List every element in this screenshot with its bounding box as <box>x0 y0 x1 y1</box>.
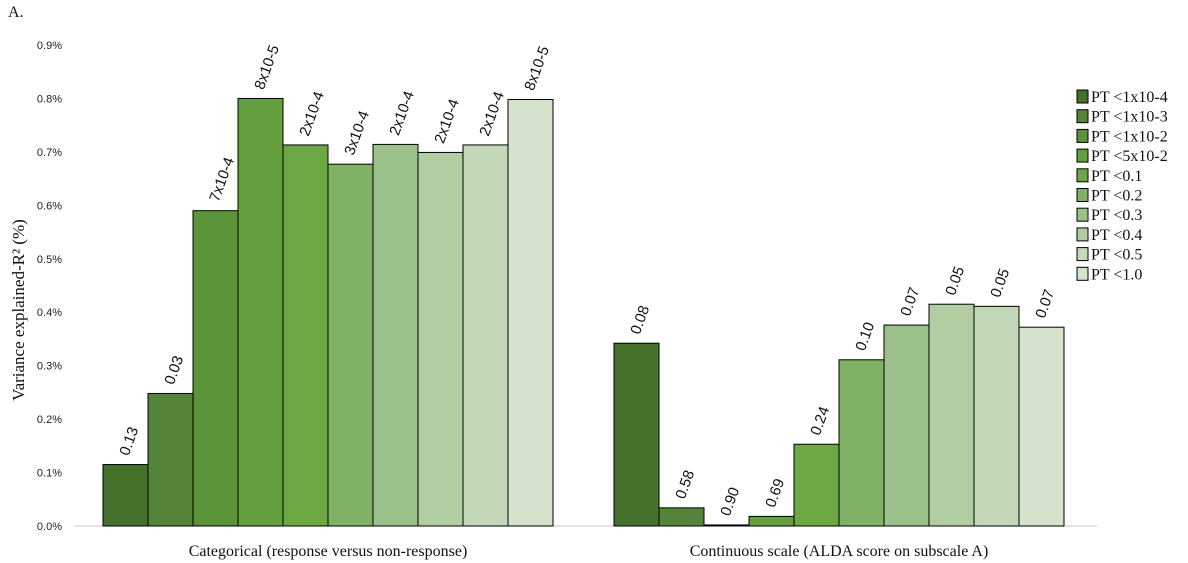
bar <box>883 324 930 527</box>
y-tick-label: 0.0% <box>37 521 62 533</box>
bar <box>793 443 840 527</box>
bar <box>658 507 705 527</box>
bar <box>282 144 329 527</box>
legend-swatch <box>1076 89 1089 104</box>
legend-label: PT <0.5 <box>1091 247 1142 264</box>
bar <box>973 305 1020 527</box>
y-axis-ticks: 0.0% 0.1% 0.2% 0.3% 0.4% 0.5% 0.6% 0.7% 0.8% 0.9% <box>37 40 62 533</box>
bar-value-label: 8x10-5 <box>251 43 283 92</box>
legend-label: PT <5x10-2 <box>1091 148 1168 165</box>
bar <box>417 151 464 527</box>
y-tick-label: 0.1% <box>37 468 62 480</box>
x-category-label: Continuous scale (ALDA score on subscale… <box>690 543 989 560</box>
bar-value-label: 2x10-4 <box>296 89 328 138</box>
y-tick-label: 0.5% <box>37 254 62 266</box>
legend-label: PT <0.2 <box>1091 188 1142 205</box>
bar-value-label: 0.24 <box>807 404 833 437</box>
legend-label: PT <0.3 <box>1091 207 1142 224</box>
bar <box>1018 326 1065 527</box>
y-tick-label: 0.7% <box>37 147 62 159</box>
y-tick-label: 0.9% <box>37 40 62 52</box>
bar-value-label: 2x10-4 <box>476 89 508 138</box>
bar <box>102 464 149 527</box>
legend-label: PT <0.4 <box>1091 227 1142 244</box>
legend: PT <1x10-4 PT <1x10-3 PT <1x10-2 PT <5x10-2… <box>1076 89 1168 283</box>
x-category-label: Categorical (response versus non-respons… <box>189 543 468 560</box>
bar <box>372 143 419 527</box>
bar <box>237 97 284 527</box>
legend-label: PT <1.0 <box>1091 266 1142 283</box>
bar <box>838 359 885 527</box>
bar-groups <box>102 97 1065 527</box>
bar-value-label: 7x10-4 <box>206 155 238 204</box>
bar-value-label: 0.07 <box>1032 287 1058 320</box>
legend-label: PT <0.1 <box>1091 168 1142 185</box>
bar-value-label: 8x10-5 <box>521 44 553 93</box>
bar-value-label: 0.07 <box>897 285 923 318</box>
y-tick-label: 0.4% <box>37 307 62 319</box>
bar <box>507 99 554 527</box>
bar-value-label: 0.10 <box>852 320 878 353</box>
legend-swatch <box>1076 207 1089 222</box>
bar <box>928 303 975 527</box>
bar <box>147 392 194 527</box>
y-tick-label: 0.3% <box>37 361 62 373</box>
legend-swatch <box>1076 247 1089 262</box>
panel-label: A. <box>8 4 24 21</box>
legend-swatch <box>1076 128 1089 143</box>
bar-value-label: 0.08 <box>627 303 653 336</box>
bar-value-label: 0.05 <box>987 266 1013 299</box>
bar-value-label: 0.58 <box>672 468 698 501</box>
legend-swatch <box>1076 109 1089 124</box>
bar-value-label: 2x10-4 <box>431 97 463 146</box>
bar-value-label: 0.03 <box>161 354 187 387</box>
bar <box>703 524 750 527</box>
y-tick-label: 0.6% <box>37 200 62 212</box>
bar <box>613 342 660 527</box>
bar-value-label: 0.05 <box>942 264 968 297</box>
legend-swatch <box>1076 266 1089 281</box>
legend-swatch <box>1076 227 1089 242</box>
legend-label: PT <1x10-2 <box>1091 128 1168 145</box>
bar-value-label: 0.90 <box>717 485 743 518</box>
bar <box>748 515 795 527</box>
y-tick-label: 0.8% <box>37 93 62 105</box>
y-tick-label: 0.2% <box>37 414 62 426</box>
y-axis-label: Variance explained-R² (%) <box>9 219 28 401</box>
category-labels: Categorical (response versus non-respons… <box>189 543 989 560</box>
legend-label: PT <1x10-3 <box>1091 109 1168 126</box>
bar-value-label: 0.69 <box>762 476 788 509</box>
bar-value-labels: 0.13 0.08 0.03 0.58 7x10-4 0.90 8x10-5 0.69 2x10… <box>116 43 1058 518</box>
bar <box>462 144 509 527</box>
bar <box>192 210 239 527</box>
legend-swatch <box>1076 148 1089 163</box>
legend-swatch <box>1076 188 1089 202</box>
legend-label: PT <1x10-4 <box>1091 89 1168 106</box>
bar-value-label: 3x10-4 <box>341 109 373 158</box>
bar-value-label: 0.13 <box>116 425 142 458</box>
legend-swatch <box>1076 168 1089 183</box>
bar <box>327 163 374 527</box>
bar-value-label: 2x10-4 <box>386 89 418 138</box>
